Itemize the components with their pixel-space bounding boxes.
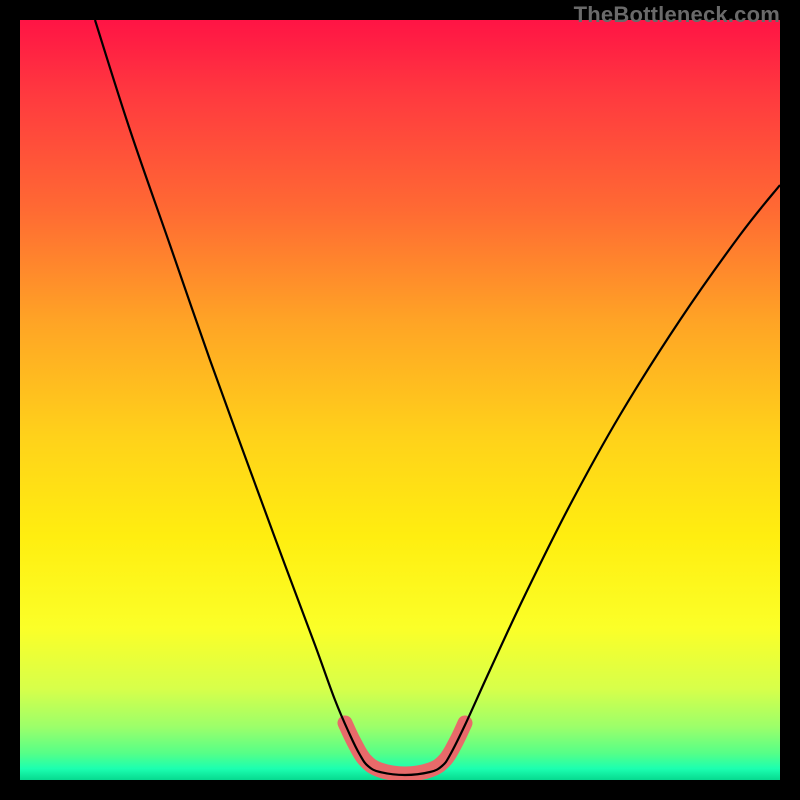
gradient-background — [20, 20, 780, 780]
watermark-text: TheBottleneck.com — [574, 2, 780, 28]
plot-area — [20, 20, 780, 780]
